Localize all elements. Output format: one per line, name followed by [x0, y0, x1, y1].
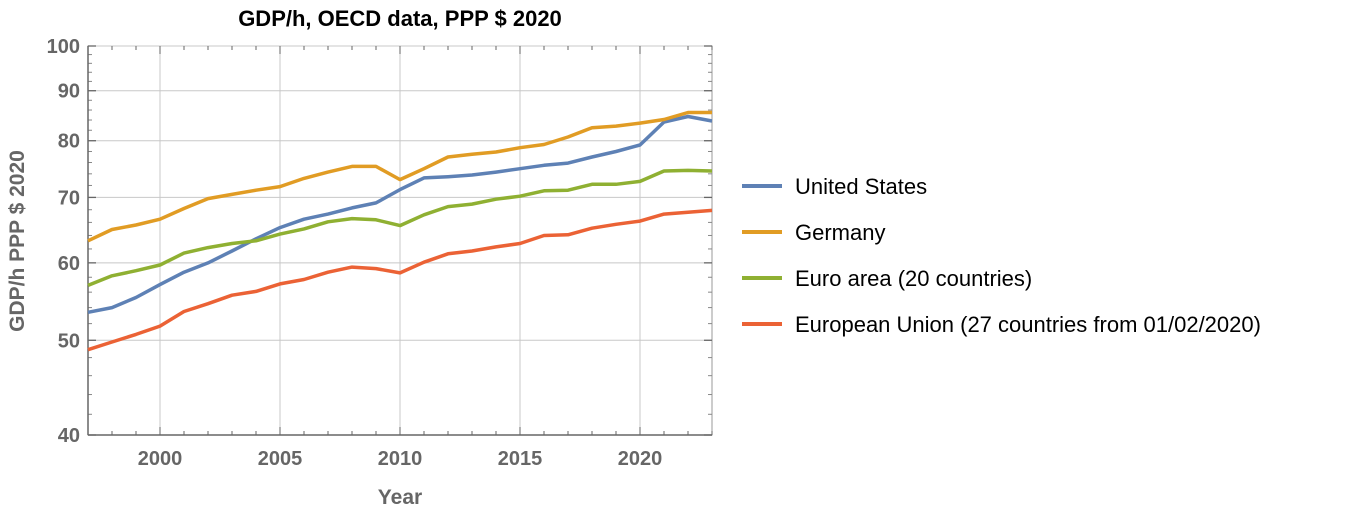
y-tick-label: 50 — [58, 330, 80, 352]
legend-label: European Union (27 countries from 01/02/… — [795, 312, 1261, 337]
y-tick-label: 90 — [58, 81, 80, 103]
x-tick-label: 2015 — [498, 448, 543, 470]
series-lines — [87, 110, 713, 352]
y-tick-label: 100 — [47, 36, 80, 58]
series-line-3 — [87, 208, 713, 352]
y-tick-label: 70 — [58, 187, 80, 209]
y-tick-label: 60 — [58, 253, 80, 275]
series-line-2 — [87, 168, 713, 288]
axes: 2000 2005 2010 2015 2020 40 50 60 70 80 90 100 — [47, 36, 713, 470]
legend: United States Germany Euro area (20 countr… — [742, 174, 1261, 337]
x-tick-label: 2005 — [258, 448, 303, 470]
x-axis-label: Year — [378, 486, 422, 509]
legend-label: Germany — [795, 220, 885, 245]
legend-label: United States — [795, 174, 927, 199]
series-line-0 — [87, 114, 713, 315]
series-line-1 — [87, 110, 712, 243]
y-tick-label: 80 — [58, 131, 80, 153]
grid — [87, 45, 713, 436]
x-tick-label: 2000 — [138, 448, 183, 470]
chart-title: GDP/h, OECD data, PPP $ 2020 — [238, 6, 562, 31]
x-tick-label: 2010 — [378, 448, 423, 470]
y-tick-label: 40 — [58, 425, 80, 447]
x-tick-label: 2020 — [618, 448, 663, 470]
y-axis-label: GDP/h PPP $ 2020 — [6, 150, 29, 332]
legend-label: Euro area (20 countries) — [795, 266, 1032, 291]
